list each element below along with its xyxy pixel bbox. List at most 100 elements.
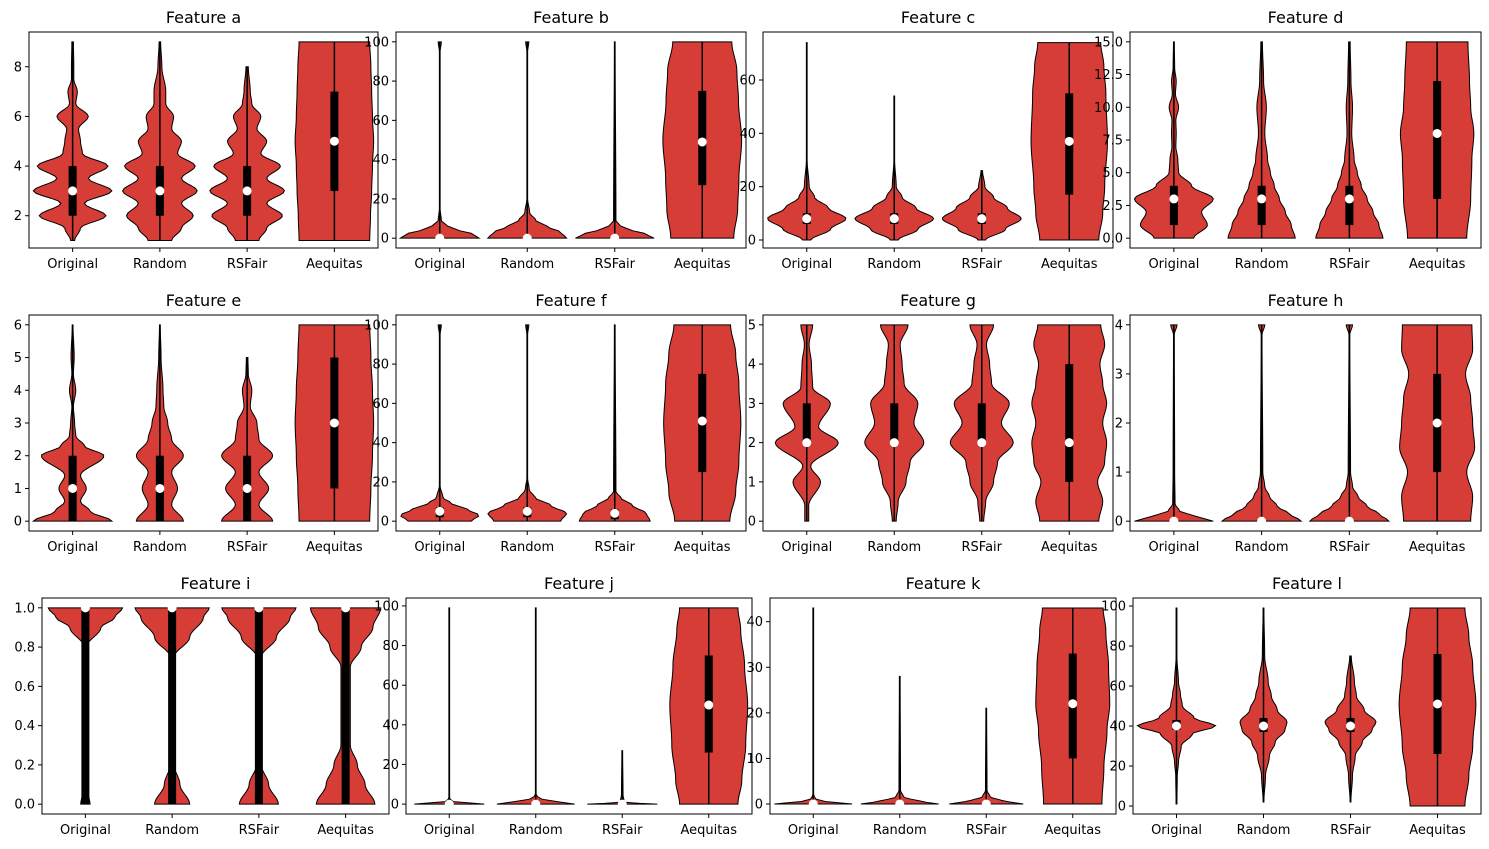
y-tick-label: 0 (748, 515, 756, 530)
subplot-title: Feature k (906, 574, 982, 593)
x-tick-label: Aequitas (1409, 257, 1466, 272)
axes-frame (28, 31, 379, 249)
axes-frame (395, 31, 747, 249)
violin-median-dot (1169, 516, 1179, 526)
subplot-2: Feature b 0 20 40 60 80 100 Original Random RSFai… (364, 8, 747, 272)
x-tick-label: Aequitas (674, 257, 731, 272)
y-tick-label: 60 (372, 114, 389, 129)
x-tick-label: Random (145, 823, 199, 838)
subplot-title: Feature c (901, 8, 975, 27)
y-tick-label: 1 (748, 475, 756, 490)
violin-median-dot (155, 483, 165, 493)
violin-median-dot (697, 416, 707, 426)
y-tick-label: 2.5 (1102, 199, 1123, 214)
x-tick-label: Random (1235, 540, 1289, 555)
violin-iqr-box (81, 607, 90, 805)
subplot-title: Feature l (1272, 574, 1342, 593)
y-tick-label: 40 (1109, 720, 1126, 735)
violin-median-dot (889, 214, 899, 224)
subplot-12: Feature l 0 20 40 60 80 100 Original Random RSFai… (1101, 574, 1482, 838)
x-tick-label: Random (133, 540, 187, 555)
y-tick-label: 2 (14, 449, 22, 464)
y-tick-label: 5 (14, 351, 22, 366)
violin-median-dot (802, 214, 812, 224)
violin-median-dot (155, 186, 165, 196)
subplot-6: Feature f 0 20 40 60 80 100 Original Random RSFai… (364, 291, 747, 555)
violin-median-dot (617, 799, 627, 809)
y-tick-label: 6 (14, 110, 22, 125)
violin-median-dot (522, 233, 532, 243)
violin-median-dot (704, 700, 714, 710)
y-tick-label: 0 (391, 798, 399, 813)
violin-median-dot (1346, 721, 1355, 731)
x-tick-label: Original (424, 823, 475, 838)
y-tick-label: 20 (746, 706, 763, 721)
y-tick-label: 1 (1115, 466, 1123, 481)
y-tick-label: 0 (381, 232, 389, 247)
x-tick-label: RSFair (966, 823, 1007, 838)
violin-iqr-box (341, 607, 350, 805)
x-tick-label: Aequitas (1409, 540, 1466, 555)
y-tick-label: 3 (748, 397, 756, 412)
y-tick-label: 80 (372, 358, 389, 373)
violin-median-dot (1259, 721, 1268, 731)
x-tick-label: Aequitas (1041, 257, 1098, 272)
violin-median-dot (435, 233, 445, 243)
y-tick-label: 80 (372, 75, 389, 90)
violin-median-dot (610, 508, 620, 518)
x-tick-label: Original (781, 257, 832, 272)
subplot-title: Feature a (166, 8, 241, 27)
violin-iqr-box (1345, 185, 1354, 226)
y-tick-label: 0 (1115, 515, 1123, 530)
x-tick-label: RSFair (239, 823, 280, 838)
violin-median-dot (1257, 516, 1267, 526)
y-tick-label: 8 (14, 60, 22, 75)
y-tick-label: 0.8 (14, 641, 35, 656)
y-tick-label: 0.0 (1102, 232, 1123, 247)
violin-iqr-box (977, 403, 986, 443)
violin-median-dot (80, 603, 90, 613)
x-tick-label: Original (788, 823, 839, 838)
subplot-5: Feature e 0 1 2 3 4 5 6 Original Random RSFair Aequ… (14, 291, 379, 555)
x-tick-label: Random (1237, 823, 1291, 838)
x-tick-label: RSFair (962, 257, 1003, 272)
subplot-1: Feature a 2 4 6 8 Original Random RSFair Aequita… (14, 8, 379, 272)
y-tick-label: 60 (372, 397, 389, 412)
x-tick-label: Random (133, 257, 187, 272)
y-tick-label: 10.0 (1094, 101, 1123, 116)
violin-iqr-box (1169, 185, 1178, 226)
axes-frame (405, 597, 753, 815)
y-tick-label: 60 (1109, 680, 1126, 695)
x-tick-label: Random (867, 257, 921, 272)
x-tick-label: Random (873, 823, 927, 838)
violin-median-dot (522, 506, 532, 516)
violin-iqr-box (168, 607, 177, 805)
violin-iqr-box (1257, 185, 1266, 226)
y-tick-label: 0 (1118, 800, 1126, 815)
subplot-3: Feature c 0 20 40 60 Original Random RSFair Aequ… (739, 8, 1114, 272)
y-tick-label: 20 (372, 192, 389, 207)
x-tick-label: RSFair (1329, 257, 1370, 272)
y-tick-label: 100 (364, 35, 389, 50)
x-tick-label: RSFair (595, 540, 636, 555)
subplot-title: Feature j (544, 574, 614, 593)
y-tick-label: 5.0 (1102, 166, 1123, 181)
x-tick-label: Aequitas (1041, 540, 1098, 555)
violin-median-dot (341, 603, 351, 613)
violin-median-dot (531, 799, 541, 809)
x-tick-label: Original (414, 540, 465, 555)
y-tick-label: 20 (739, 180, 756, 195)
x-tick-label: Original (1148, 540, 1199, 555)
y-tick-label: 40 (372, 153, 389, 168)
x-tick-label: Random (500, 540, 554, 555)
x-tick-label: Random (1235, 257, 1289, 272)
y-tick-label: 2 (748, 436, 756, 451)
y-tick-label: 0.2 (14, 758, 35, 773)
violin-median-dot (610, 233, 620, 243)
y-tick-label: 4 (14, 160, 22, 175)
y-tick-label: 40 (382, 718, 399, 733)
x-tick-label: Aequitas (1409, 823, 1466, 838)
violin-median-dot (1344, 516, 1354, 526)
y-tick-label: 60 (739, 74, 756, 89)
